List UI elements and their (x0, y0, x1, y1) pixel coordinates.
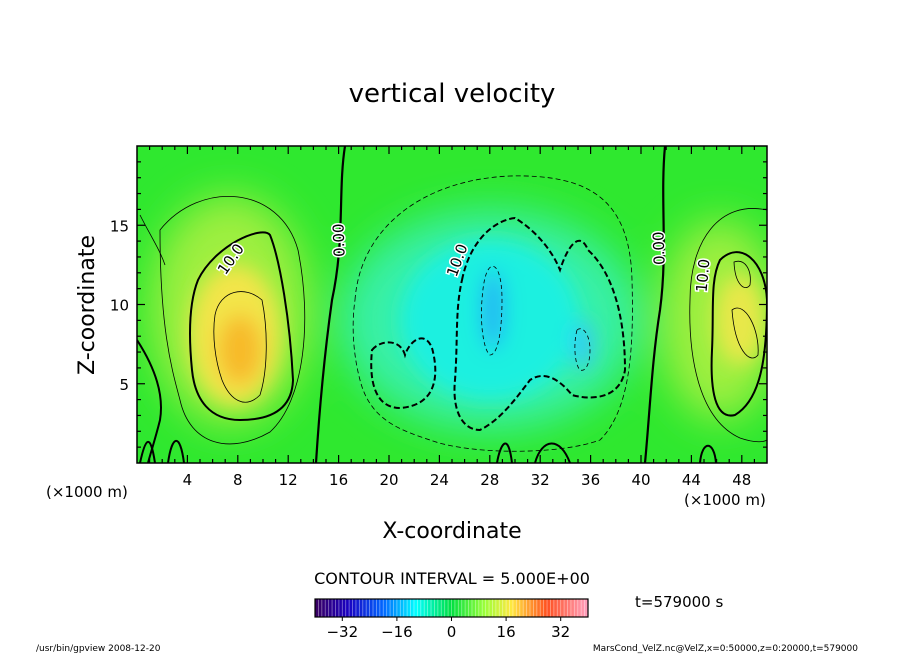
x-tick-label: 36 (581, 471, 600, 489)
colorbar-stripes (318, 599, 585, 617)
x-tick-label: 40 (631, 471, 650, 489)
plot-area: 10.0 0.00 10.0 0.00 10.0 (137, 146, 767, 463)
x-tick-label: 28 (480, 471, 499, 489)
zero-contour (496, 442, 513, 463)
positive-contour (159, 196, 306, 445)
x-unit-label-left: (×1000 m) (46, 483, 128, 501)
zero-contour (699, 444, 717, 463)
x-tick-label: 16 (329, 471, 348, 489)
x-tick-label: 20 (379, 471, 398, 489)
x-tick-label: 4 (183, 471, 193, 489)
chart-title: vertical velocity (349, 79, 556, 109)
negative-contour (352, 175, 633, 452)
colorbar-tick-label: −32 (326, 623, 358, 641)
zero-contour (167, 440, 185, 463)
colorbar: −32 −16 0 16 32 (314, 598, 589, 641)
x-tick-label: 24 (430, 471, 449, 489)
x-unit-label-right: (×1000 m) (684, 491, 766, 509)
field-shading-core (190, 240, 765, 405)
positive-contour (733, 260, 751, 288)
contour-label: 10.0 (693, 258, 714, 293)
zero-contour (139, 440, 156, 463)
x-tick-label: 48 (732, 471, 751, 489)
colorbar-gradient (315, 599, 588, 617)
time-label: t=579000 s (635, 593, 723, 611)
y-tick-label: 5 (119, 376, 129, 394)
negative-contour (370, 337, 437, 410)
colorbar-ticks: −32 −16 0 16 32 (326, 617, 570, 641)
zero-contour (643, 146, 667, 463)
negative-contour (574, 328, 591, 371)
colorbar-tick-label: 16 (497, 623, 516, 641)
positive-contour (731, 307, 759, 359)
x-axis-title: X-coordinate (382, 519, 521, 544)
negative-contour (453, 216, 627, 432)
colorbar-tick-label: 32 (551, 623, 570, 641)
zero-contour (137, 339, 162, 463)
footer-left: /usr/bin/gpview 2008-12-20 (36, 644, 161, 654)
colorbar-tick-label: 0 (447, 623, 457, 641)
x-tick-label: 12 (279, 471, 298, 489)
zero-contour (314, 146, 347, 463)
y-tick-label: 15 (110, 217, 129, 235)
contour-interval: CONTOUR INTERVAL = 5.000E+00 (314, 569, 590, 588)
negative-contour (481, 265, 503, 356)
y-tick-label: 10 (110, 297, 129, 315)
contour-label: 0.00 (329, 223, 348, 257)
colorbar-tick-label: −16 (381, 623, 413, 641)
positive-contour (213, 291, 267, 403)
x-tick-label: 8 (233, 471, 243, 489)
y-axis-title: Z-coordinate (75, 235, 100, 375)
footer-right: MarsCond_VelZ.nc@VelZ,x=0:50000,z=0:2000… (593, 644, 858, 654)
x-axis: 4 8 12 16 20 24 28 32 36 40 44 48 (149, 146, 756, 489)
positive-contour (189, 231, 295, 422)
x-tick-label: 32 (531, 471, 550, 489)
y-axis: 5 10 15 (110, 161, 767, 448)
positive-contour (689, 208, 767, 443)
zero-contour (534, 442, 571, 463)
contour-lines (137, 146, 767, 463)
x-tick-label: 44 (682, 471, 701, 489)
contour-label: 0.00 (649, 231, 668, 265)
positive-contour (139, 214, 166, 266)
positive-contour (710, 251, 767, 417)
